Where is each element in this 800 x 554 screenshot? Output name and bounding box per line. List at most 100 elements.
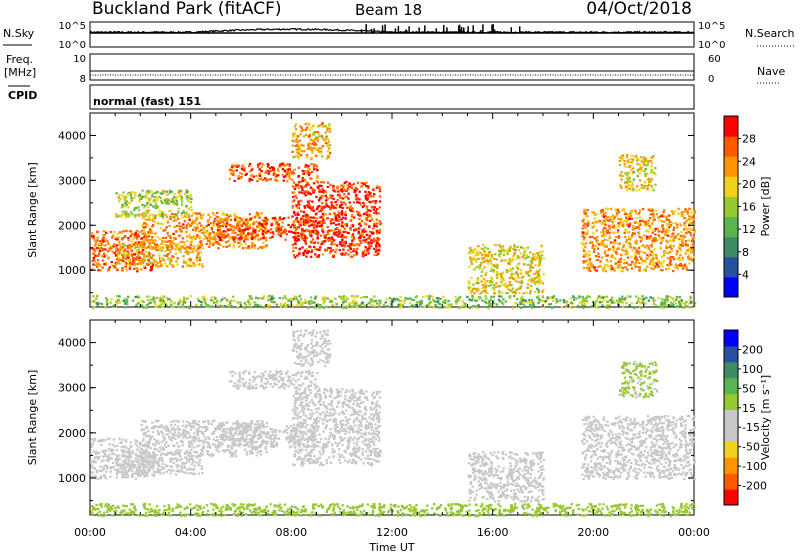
echo-cell xyxy=(340,231,343,234)
echo-cell xyxy=(252,230,255,233)
echo-cell xyxy=(467,280,470,283)
echo-cell xyxy=(322,231,325,234)
echo-cell xyxy=(297,152,301,155)
echo-cell xyxy=(616,242,619,245)
echo-cell xyxy=(141,261,145,264)
echo-cell xyxy=(306,166,309,169)
echo-cell xyxy=(189,243,192,247)
noise-strip: N.Sky 10^5 10^0 10^5 10^0 N.Search xyxy=(3,21,795,51)
echo-cell xyxy=(311,131,314,135)
echo-cell xyxy=(134,295,137,299)
echo-cell xyxy=(593,266,596,269)
echo-cell xyxy=(163,201,166,204)
echo-cell xyxy=(341,233,344,236)
colorbar-segment xyxy=(724,136,738,157)
echo-cell xyxy=(618,259,621,262)
echo-cell xyxy=(605,230,608,233)
echo-cell xyxy=(142,226,146,229)
echo-cell xyxy=(675,295,679,298)
echo-cell xyxy=(482,249,486,253)
echo-cell xyxy=(420,302,424,305)
echo-cell xyxy=(190,251,193,254)
echo-cell xyxy=(137,205,141,208)
echo-cell xyxy=(264,237,268,240)
echo-cell xyxy=(681,242,684,245)
echo-cell xyxy=(351,214,354,217)
echo-cell xyxy=(300,235,303,238)
echo-cell xyxy=(299,221,302,224)
echo-cell xyxy=(602,215,606,218)
echo-cell xyxy=(415,304,418,307)
echo-cell xyxy=(378,229,382,232)
echo-cell xyxy=(297,174,300,178)
echo-cell xyxy=(661,306,664,309)
echo-cell xyxy=(630,168,633,172)
echo-cell xyxy=(126,303,129,306)
echo-cell xyxy=(300,210,303,213)
echo-cell xyxy=(624,172,627,175)
echo-cell xyxy=(173,237,176,240)
echo-cell xyxy=(375,222,379,225)
echo-cell xyxy=(631,210,634,213)
echo-cell xyxy=(261,233,264,236)
echo-cell xyxy=(181,303,184,306)
echo-cell xyxy=(149,197,153,200)
echo-cell xyxy=(211,224,215,227)
colorbar-segment xyxy=(724,216,738,238)
echo-cell xyxy=(522,247,526,250)
echo-cell xyxy=(297,232,300,235)
echo-cell xyxy=(192,247,196,250)
echo-cell xyxy=(666,257,670,260)
echo-cell xyxy=(202,232,205,235)
echo-cell xyxy=(360,203,363,206)
echo-cell xyxy=(274,176,277,179)
echo-cell xyxy=(663,215,666,218)
echo-cell xyxy=(136,249,140,253)
echo-cell xyxy=(114,261,117,265)
echo-cell xyxy=(684,225,687,228)
echo-cell xyxy=(606,229,609,232)
echo-cell xyxy=(187,258,190,261)
echo-cell xyxy=(289,226,292,229)
echo-cell xyxy=(220,305,224,308)
echo-cell xyxy=(532,278,535,281)
echo-cell xyxy=(349,247,353,250)
echo-cell xyxy=(250,234,254,237)
echo-cell xyxy=(303,190,306,193)
echo-cell xyxy=(206,305,209,308)
echo-cell xyxy=(153,298,156,301)
echo-cell xyxy=(529,305,532,308)
echo-cell xyxy=(317,205,320,208)
echo-cell xyxy=(603,238,607,241)
echo-cell xyxy=(134,267,137,270)
echo-cell xyxy=(664,251,667,254)
echo-cell xyxy=(672,228,675,231)
echo-cell xyxy=(148,442,151,445)
echo-cell xyxy=(274,222,278,225)
echo-cell xyxy=(155,245,158,248)
echo-cell xyxy=(360,296,363,299)
echo-cell xyxy=(495,258,498,261)
echo-cell xyxy=(584,245,587,249)
echo-cell xyxy=(582,238,586,241)
echo-cell xyxy=(338,295,341,298)
echo-cell xyxy=(480,261,483,265)
echo-cell xyxy=(298,148,302,151)
echo-cell xyxy=(213,236,217,239)
echo-cell xyxy=(531,257,534,260)
echo-cell xyxy=(318,190,321,193)
echo-cell xyxy=(190,214,194,217)
echo-cell xyxy=(281,168,285,171)
echo-cell xyxy=(198,259,202,262)
echo-cell xyxy=(365,197,368,201)
echo-cell xyxy=(293,239,297,242)
echo-cell xyxy=(131,299,135,302)
echo-cell xyxy=(627,235,631,238)
echo-cell xyxy=(326,127,329,130)
echo-cell xyxy=(436,297,439,300)
echo-cell xyxy=(295,219,299,222)
echo-cell xyxy=(226,216,229,219)
colorbar-segment xyxy=(724,276,738,298)
echo-cell xyxy=(506,251,509,254)
echo-cell xyxy=(678,263,681,266)
